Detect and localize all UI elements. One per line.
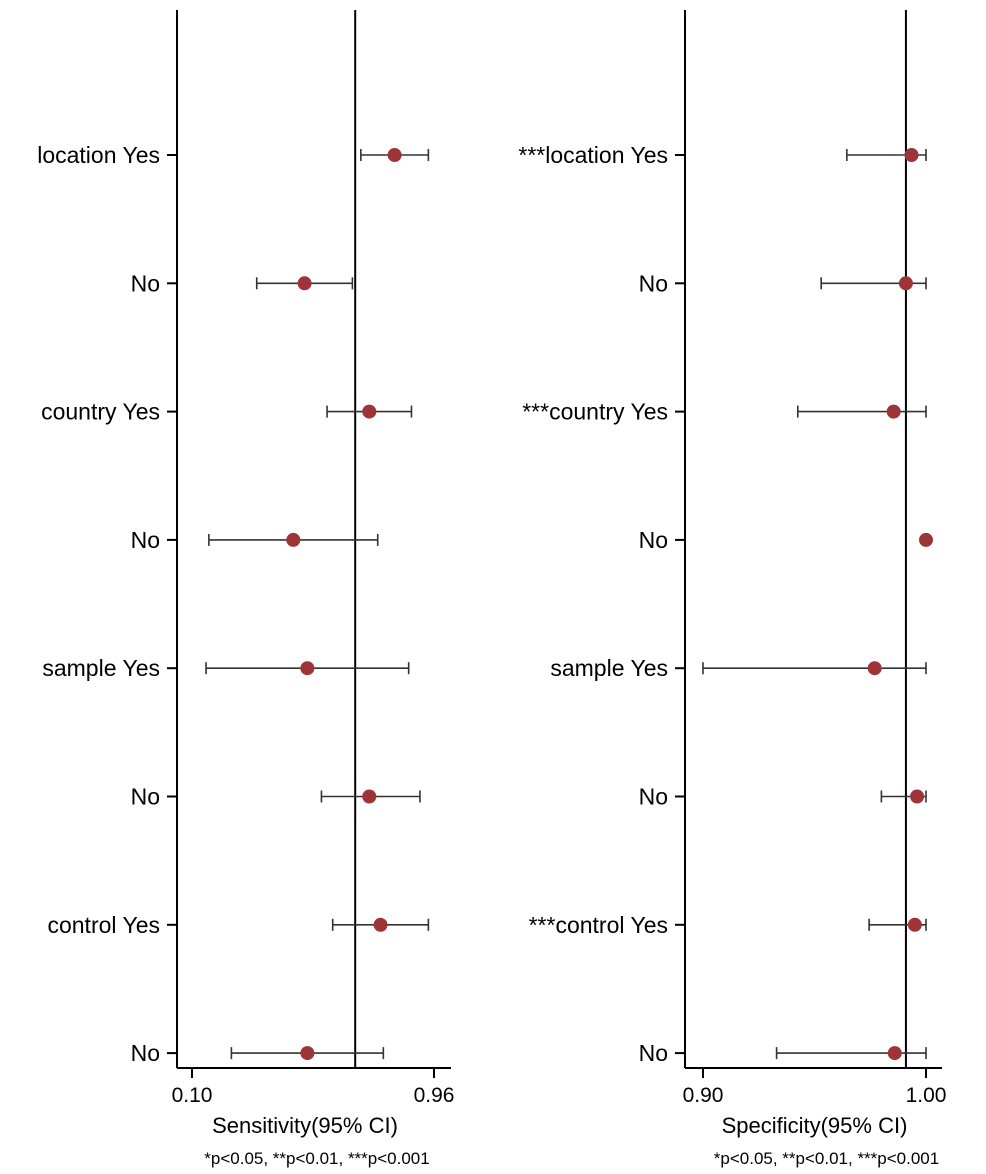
sens-estimate-point bbox=[286, 532, 301, 547]
spec-estimate-point bbox=[886, 404, 901, 419]
sens-row-label: sample Yes bbox=[42, 655, 160, 681]
sens-estimate-point bbox=[300, 1046, 315, 1061]
spec-row-label: No bbox=[639, 270, 668, 296]
spec-estimate-point bbox=[904, 148, 919, 162]
spec-estimate-point bbox=[919, 532, 933, 547]
sens-row-label: No bbox=[131, 527, 160, 553]
sens-estimate-point bbox=[300, 661, 315, 676]
spec-row-label: ***control Yes bbox=[529, 912, 668, 938]
spec-estimate-point bbox=[907, 917, 922, 932]
spec-x-tick-label: 0.90 bbox=[683, 1084, 724, 1107]
spec-footnote: *p<0.05, **p<0.01, ***p<0.001 bbox=[714, 1149, 939, 1168]
sens-estimate-point bbox=[362, 789, 377, 804]
sens-estimate-point bbox=[387, 148, 402, 162]
sens-estimate-point bbox=[297, 276, 312, 291]
sens-x-axis-title: Sensitivity(95% CI) bbox=[212, 1113, 398, 1138]
spec-row-label: No bbox=[639, 784, 668, 810]
spec-estimate-point bbox=[867, 661, 882, 676]
sens-row-label: location Yes bbox=[37, 142, 160, 168]
sens-estimate-point bbox=[362, 404, 377, 419]
spec-row-label: ***country Yes bbox=[522, 399, 668, 425]
sens-row-label: country Yes bbox=[41, 399, 160, 425]
sens-row-label: No bbox=[131, 784, 160, 810]
spec-estimate-point bbox=[887, 1046, 902, 1061]
spec-row-label: sample Yes bbox=[550, 655, 668, 681]
spec-estimate-point bbox=[898, 276, 913, 291]
spec-row-label: No bbox=[639, 527, 668, 553]
sens-estimate-point bbox=[373, 917, 388, 932]
sens-row-label: No bbox=[131, 1040, 160, 1066]
spec-row-label: No bbox=[639, 1040, 668, 1066]
spec-estimate-point bbox=[910, 789, 925, 804]
spec-row-label: ***location Yes bbox=[518, 142, 668, 168]
spec-x-tick-label: 1.00 bbox=[906, 1084, 947, 1107]
specificity-panel: 0.90 1.00 Specificity(95% CI) *p<0.05, **p<… bbox=[518, 10, 946, 1168]
sensitivity-panel: 0.10 0.96 Sensitivity(95% CI) *p<0.05, **p<… bbox=[37, 10, 454, 1168]
sens-row-label: No bbox=[131, 270, 160, 296]
spec-x-axis-title: Specificity(95% CI) bbox=[722, 1113, 908, 1138]
sens-footnote: *p<0.05, **p<0.01, ***p<0.001 bbox=[204, 1149, 429, 1168]
sens-x-tick-label: 0.96 bbox=[414, 1084, 455, 1107]
sens-x-tick-label: 0.10 bbox=[172, 1084, 213, 1107]
sens-row-label: control Yes bbox=[47, 912, 160, 938]
